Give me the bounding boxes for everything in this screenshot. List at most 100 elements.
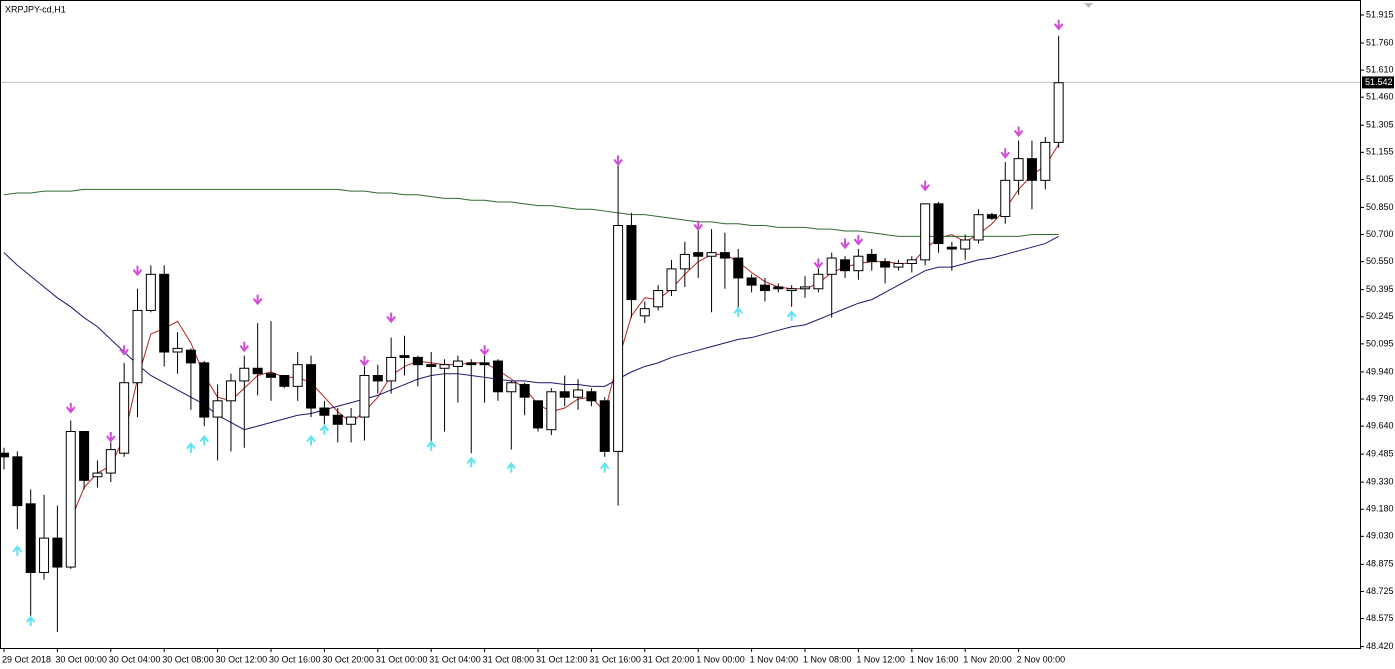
y-tick-label: 48.875 <box>1366 559 1394 569</box>
candle-body <box>840 259 851 272</box>
up-arrow <box>466 456 477 468</box>
y-tick-label: 49.180 <box>1366 504 1394 514</box>
candle-body <box>586 391 597 402</box>
candle-body <box>479 362 490 366</box>
up-arrow <box>426 440 436 451</box>
candle-body <box>65 431 76 568</box>
candle-body <box>25 503 36 573</box>
y-tick-label: 51.915 <box>1366 9 1394 19</box>
candle-body <box>920 203 931 261</box>
candle-body <box>199 362 210 418</box>
x-tick-label: 1 Nov 08:00 <box>803 654 852 664</box>
x-tick-label: 30 Oct 00:00 <box>55 654 107 664</box>
x-tick-label: 30 Oct 16:00 <box>269 654 321 664</box>
x-tick-label: 31 Oct 20:00 <box>643 654 695 664</box>
up-arrow <box>506 462 517 473</box>
x-tick-label: 2 Nov 00:00 <box>1017 654 1066 664</box>
x-tick-label: 1 Nov 00:00 <box>696 654 745 664</box>
down-arrow <box>65 403 76 414</box>
up-arrow <box>199 434 210 446</box>
candle-body <box>306 364 317 409</box>
candle-body <box>359 375 370 418</box>
candle-body <box>426 364 437 367</box>
x-tick-label: 31 Oct 00:00 <box>376 654 428 664</box>
candle-body <box>452 360 463 367</box>
candle-body <box>800 286 810 290</box>
candle-body <box>119 382 130 454</box>
down-arrow <box>239 341 250 353</box>
x-tick-label: 31 Oct 12:00 <box>536 654 588 664</box>
candle-body <box>573 389 584 398</box>
y-tick-label: 50.395 <box>1366 284 1394 294</box>
candle-body <box>1013 158 1024 181</box>
down-arrow <box>693 220 703 232</box>
indicator-line <box>3 235 1059 431</box>
candle-body <box>546 391 557 431</box>
down-arrow <box>252 294 263 306</box>
last-price-label: 51.542 <box>1365 77 1393 87</box>
up-arrow <box>786 310 797 321</box>
candle-body <box>1000 179 1011 217</box>
x-tick-label: 1 Nov 12:00 <box>856 654 905 664</box>
y-tick-label: 51.155 <box>1366 147 1394 157</box>
candle-body <box>439 364 450 369</box>
candle-body <box>679 253 690 270</box>
candle-body <box>639 308 650 317</box>
candle-body <box>893 262 904 268</box>
y-tick-label: 51.305 <box>1366 120 1394 130</box>
candle-body <box>1053 82 1064 143</box>
y-tick-label: 50.245 <box>1366 311 1394 321</box>
down-arrow <box>1000 148 1011 159</box>
candle-body <box>986 214 997 219</box>
candle-body <box>372 375 383 382</box>
candle-body <box>319 407 330 416</box>
y-tick-label: 49.030 <box>1366 531 1394 541</box>
down-arrow <box>1013 126 1024 138</box>
candle-body <box>346 416 357 425</box>
candle-body <box>159 273 170 353</box>
candle-body <box>12 456 23 507</box>
plot-frame <box>0 0 1361 649</box>
candle-body <box>733 257 744 279</box>
x-tick-label: 29 Oct 2018 <box>2 654 51 664</box>
candle-body <box>386 356 397 382</box>
candle-body <box>719 252 730 259</box>
y-tick-label: 48.725 <box>1366 586 1394 596</box>
x-tick-label: 31 Oct 08:00 <box>483 654 535 664</box>
x-tick-label: 30 Oct 12:00 <box>216 654 268 664</box>
candle-body <box>39 537 50 573</box>
candle-body <box>132 309 143 384</box>
down-arrow <box>359 356 370 367</box>
chart-title: XRPJPY-cd,H1 <box>5 4 66 14</box>
candle-body <box>239 367 250 382</box>
up-arrow <box>186 442 196 453</box>
candle-body <box>1026 158 1037 181</box>
down-arrow <box>132 265 143 277</box>
x-tick-label: 30 Oct 20:00 <box>322 654 374 664</box>
indicator-line <box>3 188 1059 237</box>
y-tick-label: 49.640 <box>1366 420 1394 430</box>
y-tick-label: 50.550 <box>1366 256 1394 266</box>
down-arrow <box>840 238 850 250</box>
x-tick-label: 30 Oct 04:00 <box>109 654 161 664</box>
candle-body <box>492 360 503 393</box>
down-arrow <box>613 155 623 167</box>
candle-body <box>172 347 183 353</box>
down-arrow <box>1053 19 1064 31</box>
candle-body <box>746 277 757 286</box>
candle-body <box>706 252 717 257</box>
down-arrow <box>853 234 864 246</box>
candle-body <box>105 449 116 474</box>
y-tick-label: 48.575 <box>1366 613 1394 623</box>
y-tick-label: 49.485 <box>1366 448 1394 458</box>
down-arrow <box>813 258 824 270</box>
candle-body <box>0 452 9 458</box>
candle-body <box>599 400 610 452</box>
candle-body <box>693 252 704 257</box>
y-tick-label: 48.420 <box>1366 641 1394 651</box>
candle-body <box>826 257 837 275</box>
candle-body <box>880 261 891 268</box>
y-tick-label: 51.460 <box>1366 92 1394 102</box>
up-arrow <box>733 306 744 318</box>
